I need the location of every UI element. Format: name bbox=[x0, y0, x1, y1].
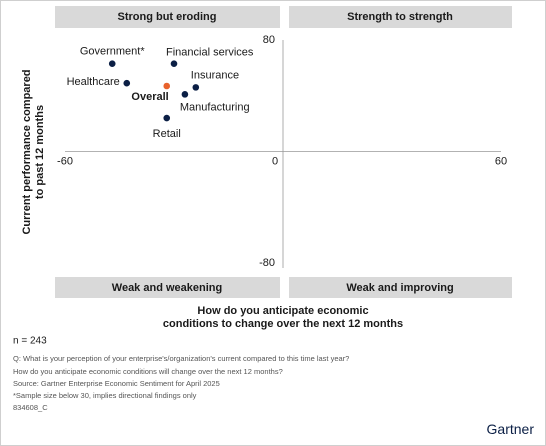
x-axis-title: How do you anticipate economic bbox=[197, 305, 368, 317]
point bbox=[163, 114, 171, 122]
x-tick-label: 0 bbox=[272, 155, 278, 167]
y-tick-label: -80 bbox=[259, 257, 275, 269]
note: 834608_C bbox=[13, 403, 48, 412]
y-tick-label: 80 bbox=[263, 34, 275, 46]
y-axis-title-line: Current performance compared bbox=[21, 69, 33, 234]
logo: Gartner bbox=[487, 421, 535, 437]
quadrant-box bbox=[55, 6, 280, 28]
point bbox=[123, 79, 131, 87]
point-label: Government* bbox=[80, 46, 146, 58]
quadrant-label: Weak and weakening bbox=[112, 282, 222, 294]
point bbox=[170, 60, 178, 67]
x-axis-title: conditions to change over the next 12 mo… bbox=[163, 318, 403, 330]
quadrant-label: Strong but eroding bbox=[118, 11, 217, 23]
sample-size: n = 243 bbox=[13, 336, 47, 347]
x-tick-label: -60 bbox=[57, 155, 73, 167]
note: *Sample size below 30, implies direction… bbox=[13, 391, 197, 400]
point-label: Retail bbox=[153, 128, 181, 140]
point-label: Healthcare bbox=[67, 76, 120, 88]
note: How do you anticipate economic condition… bbox=[13, 367, 283, 376]
point-label: Financial services bbox=[166, 47, 254, 59]
quadrant-label: Strength to strength bbox=[347, 11, 453, 23]
quadrant-box bbox=[289, 6, 512, 28]
quadrant-box bbox=[289, 277, 512, 298]
y-axis-title: Current performance compared to past 12 … bbox=[21, 69, 46, 234]
x-tick-label: 60 bbox=[495, 155, 507, 167]
point bbox=[192, 84, 200, 91]
point-label: Manufacturing bbox=[180, 101, 250, 113]
point bbox=[108, 60, 116, 67]
quadrant-box bbox=[55, 277, 280, 298]
y-axis-title-line: to past 12 months bbox=[34, 105, 46, 199]
point bbox=[163, 82, 171, 90]
note: Q: What is your perception of your enter… bbox=[13, 354, 349, 363]
point-label: Insurance bbox=[191, 69, 239, 81]
point bbox=[181, 91, 189, 98]
point-label: Overall bbox=[131, 91, 168, 103]
note: Source: Gartner Enterprise Economic Sent… bbox=[13, 379, 220, 388]
quadrant-label: Weak and improving bbox=[346, 282, 453, 294]
